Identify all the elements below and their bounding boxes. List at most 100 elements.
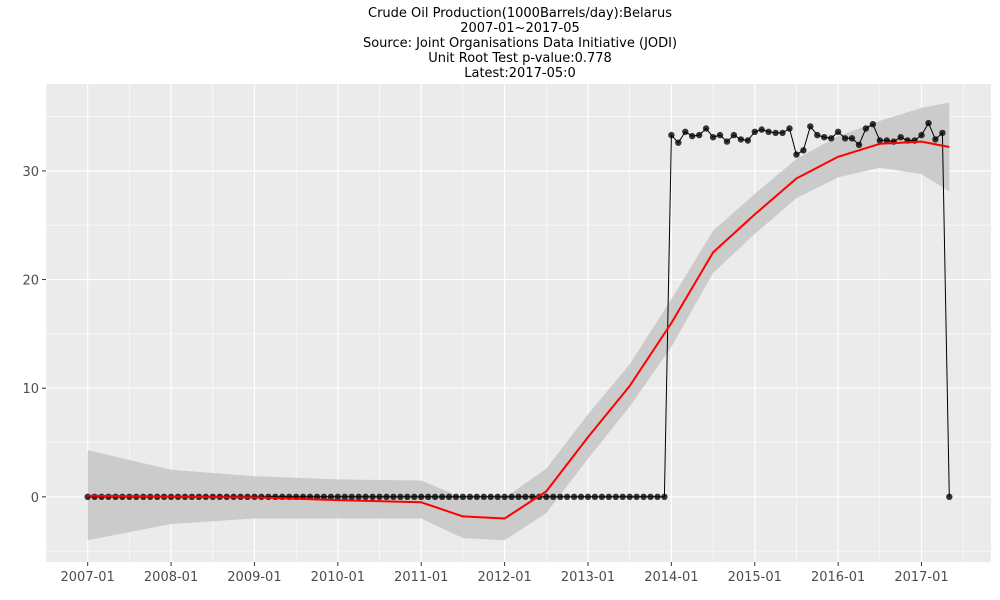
data-point — [591, 493, 599, 500]
data-point — [501, 493, 508, 500]
data-point — [605, 493, 612, 500]
data-point — [834, 128, 842, 135]
x-tick-label: 2013-01 — [561, 570, 615, 585]
data-point — [765, 128, 772, 135]
chart-title: Crude Oil Production(1000Barrels/day):Be… — [363, 6, 677, 81]
data-point — [508, 493, 515, 500]
y-axis: 0 10 20 30 — [22, 165, 46, 506]
data-point — [925, 119, 932, 127]
data-point — [543, 493, 550, 500]
data-point — [848, 135, 856, 142]
data-point — [932, 136, 939, 143]
data-point — [383, 493, 390, 500]
data-point — [598, 493, 606, 500]
data-point — [438, 493, 446, 500]
data-point — [390, 493, 397, 500]
data-point — [397, 493, 404, 500]
smooth-trend-line — [87, 140, 950, 520]
data-point — [640, 493, 647, 500]
data-point — [404, 493, 411, 500]
data-point — [619, 493, 626, 500]
data-point — [772, 129, 779, 137]
data-point — [897, 134, 904, 141]
data-point — [675, 139, 682, 146]
data-point — [793, 151, 800, 158]
data-point — [334, 493, 341, 500]
data-point — [494, 493, 501, 500]
data-point — [689, 132, 696, 140]
data-point — [869, 121, 877, 128]
title-line-3: Source: Joint Organisations Data Initiat… — [363, 36, 677, 51]
data-point — [570, 493, 578, 500]
y-tick-label: 30 — [22, 165, 39, 180]
data-point — [522, 493, 529, 500]
data-point — [515, 493, 522, 500]
data-point — [758, 126, 765, 133]
data-point — [466, 493, 474, 500]
data-point — [682, 128, 689, 135]
data-point — [557, 493, 564, 500]
data-point — [445, 493, 453, 500]
data-point — [661, 493, 668, 500]
data-point — [821, 134, 828, 141]
data-point — [369, 493, 376, 500]
data-point — [459, 493, 467, 500]
data-point — [376, 493, 383, 500]
data-point — [709, 134, 717, 141]
x-tick-label: 2014-01 — [644, 570, 698, 585]
grid-minor — [45, 84, 991, 562]
data-point — [612, 493, 619, 500]
data-point — [341, 493, 348, 500]
data-point — [946, 493, 953, 500]
x-tick-label: 2009-01 — [227, 570, 281, 585]
title-line-5: Latest:2017-05:0 — [464, 66, 576, 81]
data-point — [320, 493, 328, 500]
data-point — [348, 493, 355, 500]
x-tick-label: 2011-01 — [394, 570, 448, 585]
data-point — [779, 129, 786, 137]
data-point — [584, 493, 592, 500]
data-point — [744, 137, 751, 144]
data-point — [702, 125, 710, 132]
x-tick-label: 2017-01 — [894, 570, 948, 585]
data-point — [480, 493, 487, 500]
data-point — [654, 493, 661, 500]
x-tick-label: 2012-01 — [477, 570, 531, 585]
data-point — [452, 493, 460, 500]
x-axis: 2007-01 2008-01 2009-01 2010-01 2011-01 2012-… — [61, 562, 949, 585]
title-line-1: Crude Oil Production(1000Barrels/day):Be… — [368, 6, 672, 21]
data-point — [563, 493, 571, 500]
data-point — [411, 493, 418, 500]
data-point — [876, 137, 883, 144]
data-point — [425, 493, 432, 500]
title-line-4: Unit Root Test p-value:0.778 — [428, 51, 612, 66]
data-points — [84, 119, 953, 500]
data-point — [626, 493, 633, 500]
x-tick-label: 2010-01 — [311, 570, 365, 585]
data-point — [737, 136, 745, 143]
y-tick-label: 10 — [22, 382, 39, 397]
data-point — [633, 493, 640, 500]
data-point — [647, 493, 654, 500]
data-point — [855, 141, 863, 148]
data-point — [550, 493, 557, 500]
data-point — [862, 125, 870, 132]
data-point — [487, 493, 494, 500]
data-point — [814, 131, 821, 139]
data-point — [696, 131, 703, 139]
data-point — [841, 135, 849, 142]
x-tick-label: 2016-01 — [811, 570, 865, 585]
data-point — [418, 493, 425, 500]
data-point — [355, 493, 362, 500]
data-point — [473, 493, 480, 500]
data-point — [939, 129, 946, 137]
data-point — [807, 123, 814, 130]
data-point — [716, 131, 724, 139]
data-point — [431, 493, 439, 500]
data-point — [84, 493, 91, 500]
data-point — [730, 131, 738, 139]
title-line-2: 2007-01~2017-05 — [460, 21, 580, 36]
data-point — [800, 147, 807, 154]
y-tick-label: 0 — [31, 491, 39, 506]
